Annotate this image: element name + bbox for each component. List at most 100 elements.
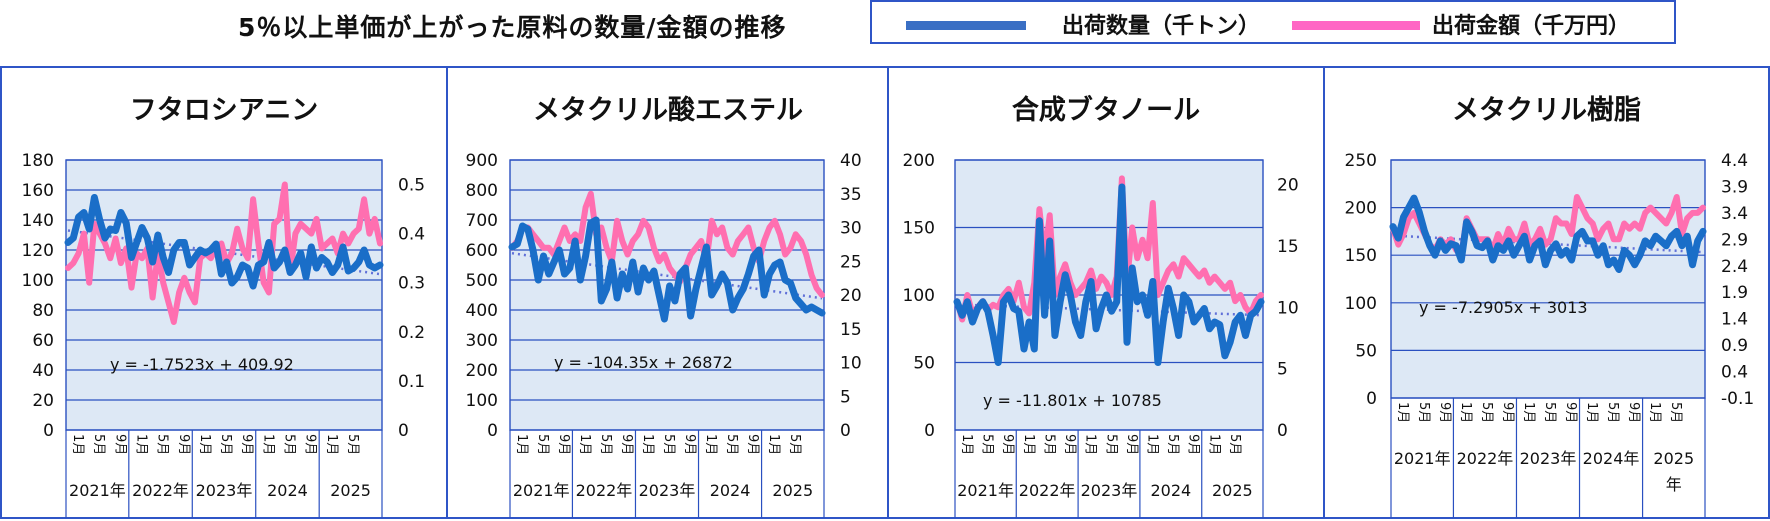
- y2-tick-label: 2.9: [1721, 230, 1748, 250]
- x-tick-label: 5月: [1542, 402, 1557, 423]
- x-year-label: 2025: [772, 481, 813, 500]
- x-tick-label: 9月: [1062, 434, 1077, 455]
- x-tick-label: 9月: [1000, 434, 1015, 455]
- y2-tick-label: 5: [1277, 360, 1288, 380]
- x-tick-label: 5月: [155, 434, 170, 455]
- trendline: [1392, 234, 1704, 254]
- y-tick-label: 800: [466, 181, 498, 201]
- series-line-quantity: [64, 194, 384, 290]
- x-tick-label: 1月: [1206, 434, 1221, 455]
- x-tick-label: 5月: [724, 434, 739, 455]
- y-tick-label: 250: [1345, 151, 1377, 171]
- chart-svg: 0 50 100 150 200 250 -0.1 0.4 0.9 1.4 1.9 2.4 2.9 3.4…: [1345, 151, 1754, 518]
- x-year-label: 2024年: [1583, 449, 1640, 468]
- series-line-quantity: [953, 183, 1265, 366]
- y-tick-label: 200: [903, 151, 935, 171]
- x-tick-label: 1月: [1021, 434, 1036, 455]
- y2-tick-label: 0: [840, 421, 851, 441]
- x-tick-label: 9月: [1626, 402, 1641, 423]
- x-tick-label: 9月: [112, 434, 127, 455]
- chart-svg: 0100200300400500600700800900051015202530…: [466, 151, 862, 518]
- chart-panel-phthalocyanine: フタロシアニン 0 20 40 60 80 100 120 140 160 180 0 0.1 0.2 0…: [0, 66, 448, 519]
- y2-tick-label: 0.5: [398, 176, 425, 196]
- y-tick-label: 20: [32, 391, 54, 411]
- y-tick-label: 200: [466, 361, 498, 381]
- x-tick-label: 1月: [1584, 402, 1599, 423]
- x-tick-label: 1月: [324, 434, 339, 455]
- y-tick-label: 100: [466, 391, 498, 411]
- y2-tick-label: 0.3: [398, 274, 425, 294]
- x-tick-label: 5月: [1165, 434, 1180, 455]
- y2-tick-label: 40: [840, 151, 862, 171]
- x-tick-label: 9月: [1563, 402, 1578, 423]
- y2-tick-label: -0.1: [1721, 389, 1754, 409]
- y2-tick-label: 15: [1277, 237, 1299, 257]
- x-year-label: 2022年: [1019, 481, 1076, 500]
- y-tick-label: 40: [32, 361, 54, 381]
- x-tick-label: 1月: [766, 434, 781, 455]
- x-year-label: 2024: [710, 481, 751, 500]
- chart-title: メタクリル樹脂: [1452, 95, 1641, 126]
- x-year-label: 2021年: [513, 481, 570, 500]
- y2-tick-label: 1.4: [1721, 310, 1748, 330]
- y2-tick-label: 0: [1277, 421, 1288, 441]
- trendline-equation: y = -11.801x + 10785: [983, 391, 1162, 410]
- chart-svg: 0 20 40 60 80 100 120 140 160 180 0 0.1 0.2 0.3 0.4 0.5…: [22, 151, 425, 518]
- x-year-label: 2025 年: [1653, 449, 1694, 494]
- x-year-label: 2023年: [1081, 481, 1138, 500]
- series-line-quantity: [508, 216, 826, 323]
- x-tick-label: 1月: [1521, 402, 1536, 423]
- x-tick-label: 5月: [1605, 402, 1620, 423]
- y2-tick-label: 0.4: [1721, 363, 1748, 383]
- y2-tick-label: 35: [840, 185, 862, 205]
- x-year-label: 2023年: [196, 481, 253, 500]
- y2-tick-label: 10: [840, 354, 862, 374]
- y2-tick-label: 0.2: [398, 323, 425, 343]
- y-tick-label: 500: [466, 271, 498, 291]
- y2-tick-label: 20: [1277, 176, 1299, 196]
- x-tick-label: 5月: [661, 434, 676, 455]
- x-tick-label: 1月: [1647, 402, 1662, 423]
- page-title: 5％以上単価が上がった原料の数量/金額の推移: [238, 13, 787, 42]
- series-line-quantity: [1389, 194, 1707, 273]
- x-tick-label: 1月: [703, 434, 718, 455]
- x-year-label: 2025: [330, 481, 371, 500]
- x-tick-label: 5月: [1227, 434, 1242, 455]
- x-year-label-suffix: 年: [1666, 475, 1682, 494]
- legend-swatch-amount: [1292, 21, 1420, 30]
- y-tick-label: 150: [903, 219, 935, 239]
- x-year-label: 2021年: [1394, 449, 1451, 468]
- x-tick-label: 5月: [218, 434, 233, 455]
- y-tick-label: 0: [924, 421, 935, 441]
- x-tick-label: 9月: [239, 434, 254, 455]
- y2-tick-label: 25: [840, 252, 862, 272]
- x-tick-label: 5月: [91, 434, 106, 455]
- y-tick-label: 120: [22, 241, 54, 261]
- series-line-amount: [65, 181, 383, 325]
- x-tick-label: 5月: [787, 434, 802, 455]
- x-year-label: 2024: [1150, 481, 1191, 500]
- x-tick-label: 9月: [1437, 402, 1452, 423]
- y2-tick-label: 30: [840, 219, 862, 239]
- x-tick-label: 9月: [556, 434, 571, 455]
- x-tick-label: 1月: [70, 434, 85, 455]
- y-tick-label: 0: [487, 421, 498, 441]
- chart-title: メタクリル酸エステル: [533, 95, 803, 126]
- chart-title: フタロシアニン: [129, 95, 319, 126]
- x-year-label: 2023年: [639, 481, 696, 500]
- trendline-equation: y = -104.35x + 26872: [554, 353, 733, 372]
- y-tick-label: 300: [466, 331, 498, 351]
- x-tick-label: 5月: [345, 434, 360, 455]
- legend-label-quantity: 出荷数量（千トン）: [1062, 14, 1261, 39]
- chart-panel-methacrylic-resin: メタクリル樹脂 0 50 100 150 200 250 -0.1 0.4 0.9 1.4 1.9 2…: [1323, 66, 1770, 519]
- legend-swatch-quantity: [906, 21, 1026, 30]
- x-tick-label: 9月: [682, 434, 697, 455]
- x-tick-label: 5月: [1416, 402, 1431, 423]
- x-tick-label: 5月: [1103, 434, 1118, 455]
- trendline-equation: y = -7.2905x + 3013: [1419, 298, 1588, 317]
- y2-tick-label: 2.4: [1721, 257, 1748, 277]
- x-tick-label: 1月: [1145, 434, 1160, 455]
- y2-tick-label: 3.9: [1721, 177, 1748, 197]
- y-tick-label: 0: [1366, 389, 1377, 409]
- x-tick-label: 5月: [598, 434, 613, 455]
